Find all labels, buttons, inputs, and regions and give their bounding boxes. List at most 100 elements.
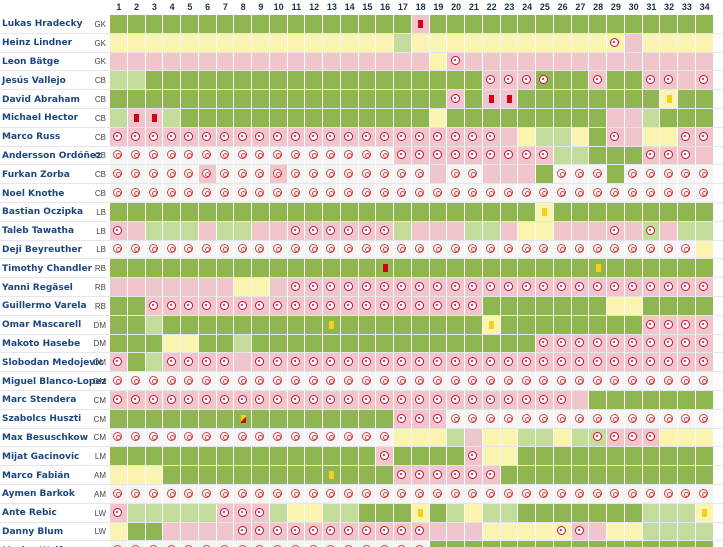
matchday-cell[interactable]: [429, 184, 448, 203]
matchday-cell[interactable]: [411, 278, 430, 297]
matchday-cell[interactable]: [678, 447, 696, 467]
matchday-cell[interactable]: [660, 221, 678, 241]
matchday-cell[interactable]: [287, 15, 306, 34]
matchday-cell[interactable]: [269, 33, 288, 53]
matchday-cell[interactable]: [500, 127, 519, 147]
matchday-cell[interactable]: [500, 278, 519, 297]
player-name-link[interactable]: Andersson Ordóñez: [2, 150, 102, 161]
matchday-cell[interactable]: [500, 71, 519, 91]
matchday-cell[interactable]: [518, 71, 536, 91]
matchday-cell[interactable]: [429, 146, 448, 166]
matchday-cell[interactable]: [198, 447, 217, 467]
matchday-cell[interactable]: [624, 315, 643, 335]
matchday-cell[interactable]: [216, 15, 235, 34]
matchday-cell[interactable]: [642, 71, 661, 91]
matchday-cell[interactable]: [553, 71, 572, 91]
matchday-cell[interactable]: [571, 278, 590, 297]
matchday-cell[interactable]: [287, 466, 306, 485]
matchday-cell[interactable]: [589, 165, 607, 185]
matchday-cell[interactable]: [340, 428, 359, 448]
matchday-cell[interactable]: [447, 541, 465, 547]
matchday-cell[interactable]: [376, 165, 394, 185]
matchday-cell[interactable]: [500, 297, 519, 316]
matchday-cell[interactable]: [269, 109, 288, 128]
matchday-cell[interactable]: [163, 259, 181, 279]
matchday-cell[interactable]: [145, 315, 164, 335]
matchday-cell[interactable]: [216, 297, 235, 316]
matchday-cell[interactable]: [234, 353, 252, 373]
matchday-cell[interactable]: [145, 127, 164, 147]
matchday-cell[interactable]: [216, 203, 235, 222]
matchday-cell[interactable]: [269, 485, 288, 504]
matchday-cell[interactable]: [181, 221, 199, 241]
matchday-cell[interactable]: [216, 485, 235, 504]
matchday-cell[interactable]: [518, 409, 536, 429]
matchday-cell[interactable]: [518, 522, 536, 542]
matchday-cell[interactable]: [252, 428, 270, 448]
matchday-cell[interactable]: [287, 315, 306, 335]
matchday-cell[interactable]: [553, 203, 572, 222]
matchday-cell[interactable]: [678, 428, 696, 448]
matchday-cell[interactable]: [536, 184, 554, 203]
matchday-cell[interactable]: [163, 334, 181, 354]
matchday-cell[interactable]: [642, 146, 661, 166]
matchday-cell[interactable]: [536, 127, 554, 147]
matchday-cell[interactable]: [642, 278, 661, 297]
matchday-cell[interactable]: [163, 240, 181, 260]
matchday-cell[interactable]: [252, 334, 270, 354]
matchday-cell[interactable]: [216, 522, 235, 542]
matchday-cell[interactable]: [252, 221, 270, 241]
matchday-cell[interactable]: [181, 522, 199, 542]
matchday-cell[interactable]: [607, 391, 625, 410]
matchday-cell[interactable]: [323, 372, 341, 391]
matchday-cell[interactable]: [234, 221, 252, 241]
matchday-cell[interactable]: [287, 33, 306, 53]
matchday-cell[interactable]: [340, 165, 359, 185]
matchday-cell[interactable]: [571, 52, 590, 72]
matchday-cell[interactable]: [394, 184, 412, 203]
matchday-cell[interactable]: [571, 240, 590, 260]
matchday-cell[interactable]: [376, 522, 394, 542]
matchday-cell[interactable]: [571, 428, 590, 448]
matchday-cell[interactable]: [376, 428, 394, 448]
matchday-cell[interactable]: [234, 485, 252, 504]
matchday-cell[interactable]: [181, 240, 199, 260]
matchday-cell[interactable]: [269, 353, 288, 373]
matchday-cell[interactable]: [518, 372, 536, 391]
matchday-cell[interactable]: [607, 409, 625, 429]
matchday-cell[interactable]: [323, 353, 341, 373]
matchday-cell[interactable]: [110, 278, 128, 297]
matchday-cell[interactable]: [269, 503, 288, 523]
matchday-cell[interactable]: [607, 52, 625, 72]
matchday-cell[interactable]: [411, 466, 430, 485]
matchday-cell[interactable]: [660, 15, 678, 34]
player-name-link[interactable]: Makoto Hasebe: [2, 338, 81, 349]
player-name-link[interactable]: Danny Blum: [2, 526, 64, 537]
matchday-cell[interactable]: [181, 184, 199, 203]
matchday-cell[interactable]: [518, 240, 536, 260]
matchday-cell[interactable]: [447, 146, 465, 166]
matchday-cell[interactable]: [376, 315, 394, 335]
matchday-cell[interactable]: [447, 52, 465, 72]
matchday-cell[interactable]: [127, 52, 146, 72]
matchday-cell[interactable]: [394, 409, 412, 429]
matchday-cell[interactable]: [465, 184, 483, 203]
matchday-cell[interactable]: [642, 240, 661, 260]
matchday-cell[interactable]: [500, 33, 519, 53]
matchday-cell[interactable]: [695, 240, 714, 260]
matchday-cell[interactable]: [305, 184, 323, 203]
matchday-cell[interactable]: [376, 466, 394, 485]
matchday-cell[interactable]: [411, 203, 430, 222]
matchday-cell[interactable]: [181, 353, 199, 373]
matchday-cell[interactable]: [181, 409, 199, 429]
matchday-cell[interactable]: [145, 522, 164, 542]
matchday-cell[interactable]: [269, 259, 288, 279]
matchday-cell[interactable]: [305, 259, 323, 279]
matchday-cell[interactable]: [695, 541, 714, 547]
matchday-cell[interactable]: [145, 447, 164, 467]
matchday-cell[interactable]: [234, 391, 252, 410]
matchday-cell[interactable]: [482, 109, 501, 128]
matchday-cell[interactable]: [252, 184, 270, 203]
matchday-cell[interactable]: [252, 522, 270, 542]
matchday-cell[interactable]: [252, 391, 270, 410]
